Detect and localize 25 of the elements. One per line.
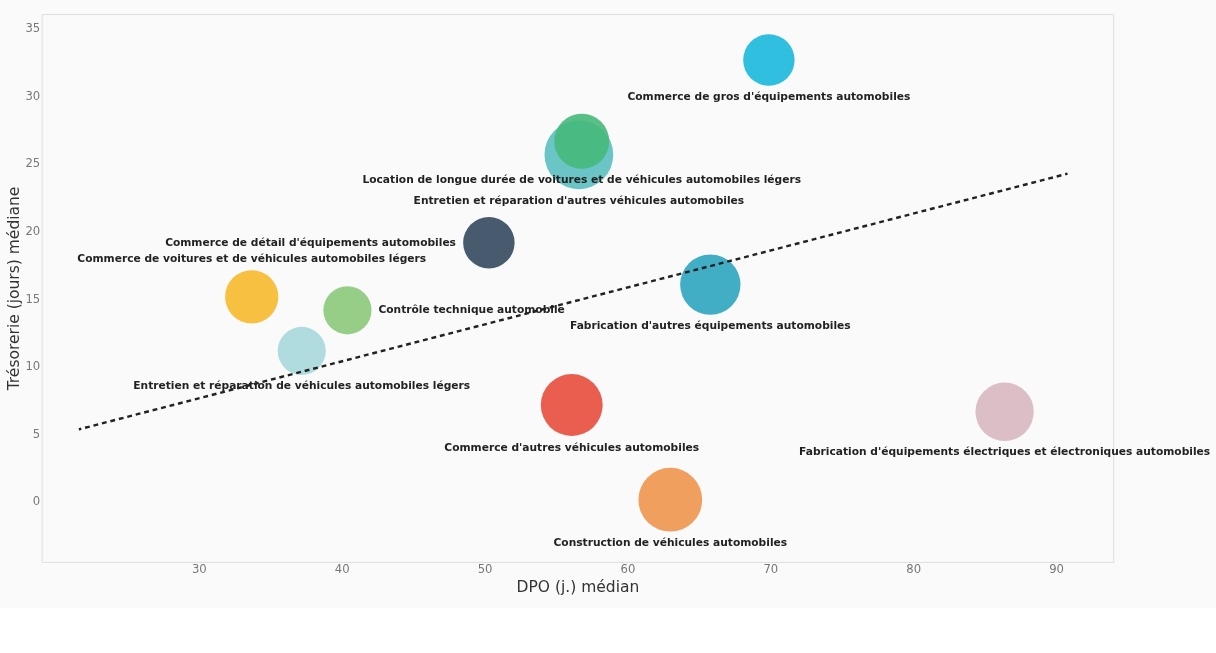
x-axis-title: DPO (j.) médian (516, 577, 640, 596)
y-axis-title: Trésorerie (jours) médiane (4, 186, 23, 392)
y-tick-label: 30 (25, 88, 41, 103)
x-tick-label: 70 (763, 562, 779, 577)
series-label: Commerce de gros d'équipements automobiles (627, 89, 911, 103)
x-tick-label: 80 (906, 562, 922, 577)
y-tick-label: 35 (25, 20, 41, 35)
x-tick-label: 40 (334, 562, 350, 577)
series-label: Construction de véhicules automobiles (553, 536, 788, 550)
x-tick-label: 60 (620, 562, 636, 577)
x-tick-label: 50 (477, 562, 493, 577)
y-tick-label: 20 (25, 223, 41, 238)
y-tick-label: 25 (25, 156, 41, 171)
series-label: Fabrication d'autres équipements automobiles (569, 319, 851, 333)
series-label: Commerce d'autres véhicules automobiles (444, 440, 700, 454)
x-tick-label: 30 (191, 562, 207, 577)
y-tick-label: 10 (25, 359, 41, 374)
y-tick-label: 0 (32, 494, 41, 509)
x-tick-label: 90 (1049, 562, 1064, 577)
y-tick-label: 15 (25, 291, 41, 306)
series-label: Commerce de voitures et de véhicules automobiles légers (77, 251, 427, 265)
y-tick-label: 5 (32, 426, 41, 441)
series-label: Fabrication d'équipements électriques et électroniques automobiles (799, 445, 1211, 459)
series-label: Commerce de détail d'équipements automobiles (165, 235, 456, 249)
series-label: Entretien et réparation d'autres véhicules automobiles (413, 194, 745, 208)
